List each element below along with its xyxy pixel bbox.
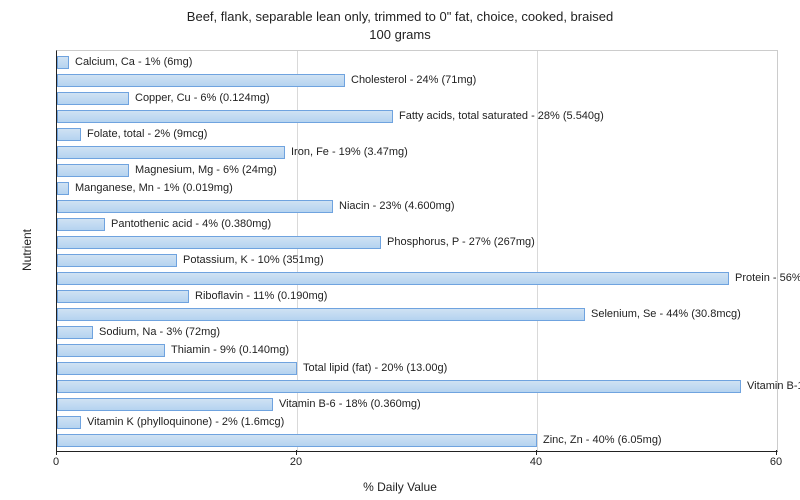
bar [57,362,297,375]
bar-label: Pantothenic acid - 4% (0.380mg) [111,218,271,230]
bar-label: Protein - 56% (28.02g) [735,272,800,284]
chart-title: Beef, flank, separable lean only, trimme… [0,0,800,43]
bar-label: Thiamin - 9% (0.140mg) [171,344,289,356]
x-tick-label: 20 [290,456,302,468]
bar-row: Fatty acids, total saturated - 28% (5.54… [57,110,777,123]
bar-label: Folate, total - 2% (9mcg) [87,128,207,140]
bar [57,128,81,141]
chart-container: Beef, flank, separable lean only, trimme… [0,0,800,500]
bar [57,254,177,267]
bar [57,344,165,357]
bar [57,380,741,393]
bar [57,110,393,123]
bar-label: Zinc, Zn - 40% (6.05mg) [543,434,662,446]
bar-row: Folate, total - 2% (9mcg) [57,128,777,141]
bar-row: Potassium, K - 10% (351mg) [57,254,777,267]
bar [57,434,537,447]
x-tick-mark [776,450,777,455]
x-tick-mark [56,450,57,455]
bar-label: Manganese, Mn - 1% (0.019mg) [75,182,233,194]
bar-label: Vitamin B-12 - 57% (3.41mcg) [747,380,800,392]
bar-row: Copper, Cu - 6% (0.124mg) [57,92,777,105]
bar-row: Protein - 56% (28.02g) [57,272,777,285]
y-axis-label: Nutrient [20,229,34,271]
bar-row: Thiamin - 9% (0.140mg) [57,344,777,357]
bar-label: Cholesterol - 24% (71mg) [351,74,476,86]
bar-row: Manganese, Mn - 1% (0.019mg) [57,182,777,195]
x-tick-label: 60 [770,456,782,468]
x-axis-label: % Daily Value [363,480,437,494]
x-tick-mark [296,450,297,455]
bar-label: Riboflavin - 11% (0.190mg) [195,290,327,302]
bar-label: Calcium, Ca - 1% (6mg) [75,56,192,68]
bar-row: Cholesterol - 24% (71mg) [57,74,777,87]
bar-label: Sodium, Na - 3% (72mg) [99,326,220,338]
bar [57,272,729,285]
bar-label: Copper, Cu - 6% (0.124mg) [135,92,270,104]
bar [57,164,129,177]
bar-label: Phosphorus, P - 27% (267mg) [387,236,535,248]
bar-row: Pantothenic acid - 4% (0.380mg) [57,218,777,231]
bar [57,398,273,411]
bar [57,416,81,429]
bar-label: Fatty acids, total saturated - 28% (5.54… [399,110,604,122]
bar-label: Vitamin K (phylloquinone) - 2% (1.6mcg) [87,416,284,428]
bar-label: Vitamin B-6 - 18% (0.360mg) [279,398,421,410]
bar [57,182,69,195]
bar-row: Vitamin K (phylloquinone) - 2% (1.6mcg) [57,416,777,429]
chart-title-line2: 100 grams [369,27,430,42]
bar-row: Phosphorus, P - 27% (267mg) [57,236,777,249]
x-tick-label: 0 [53,456,59,468]
bar [57,308,585,321]
bar-row: Iron, Fe - 19% (3.47mg) [57,146,777,159]
bar [57,218,105,231]
bar-label: Niacin - 23% (4.600mg) [339,200,455,212]
bar [57,236,381,249]
bar [57,146,285,159]
bar-row: Vitamin B-6 - 18% (0.360mg) [57,398,777,411]
bar-row: Sodium, Na - 3% (72mg) [57,326,777,339]
chart-title-line1: Beef, flank, separable lean only, trimme… [187,9,613,24]
x-tick-mark [536,450,537,455]
bar-row: Magnesium, Mg - 6% (24mg) [57,164,777,177]
bar-row: Selenium, Se - 44% (30.8mcg) [57,308,777,321]
bar [57,56,69,69]
bar-row: Niacin - 23% (4.600mg) [57,200,777,213]
x-tick-label: 40 [530,456,542,468]
bar-label: Iron, Fe - 19% (3.47mg) [291,146,408,158]
bar [57,326,93,339]
bar [57,74,345,87]
bar [57,92,129,105]
bar-row: Vitamin B-12 - 57% (3.41mcg) [57,380,777,393]
bar-label: Selenium, Se - 44% (30.8mcg) [591,308,741,320]
bar-label: Potassium, K - 10% (351mg) [183,254,324,266]
bar [57,200,333,213]
bars-group: Calcium, Ca - 1% (6mg) Cholesterol - 24% … [57,51,777,451]
bar-row: Zinc, Zn - 40% (6.05mg) [57,434,777,447]
bar-row: Riboflavin - 11% (0.190mg) [57,290,777,303]
bar-row: Total lipid (fat) - 20% (13.00g) [57,362,777,375]
plot-area: Calcium, Ca - 1% (6mg) Cholesterol - 24% … [56,50,778,452]
bar-label: Magnesium, Mg - 6% (24mg) [135,164,277,176]
bar [57,290,189,303]
bar-label: Total lipid (fat) - 20% (13.00g) [303,362,447,374]
bar-row: Calcium, Ca - 1% (6mg) [57,56,777,69]
